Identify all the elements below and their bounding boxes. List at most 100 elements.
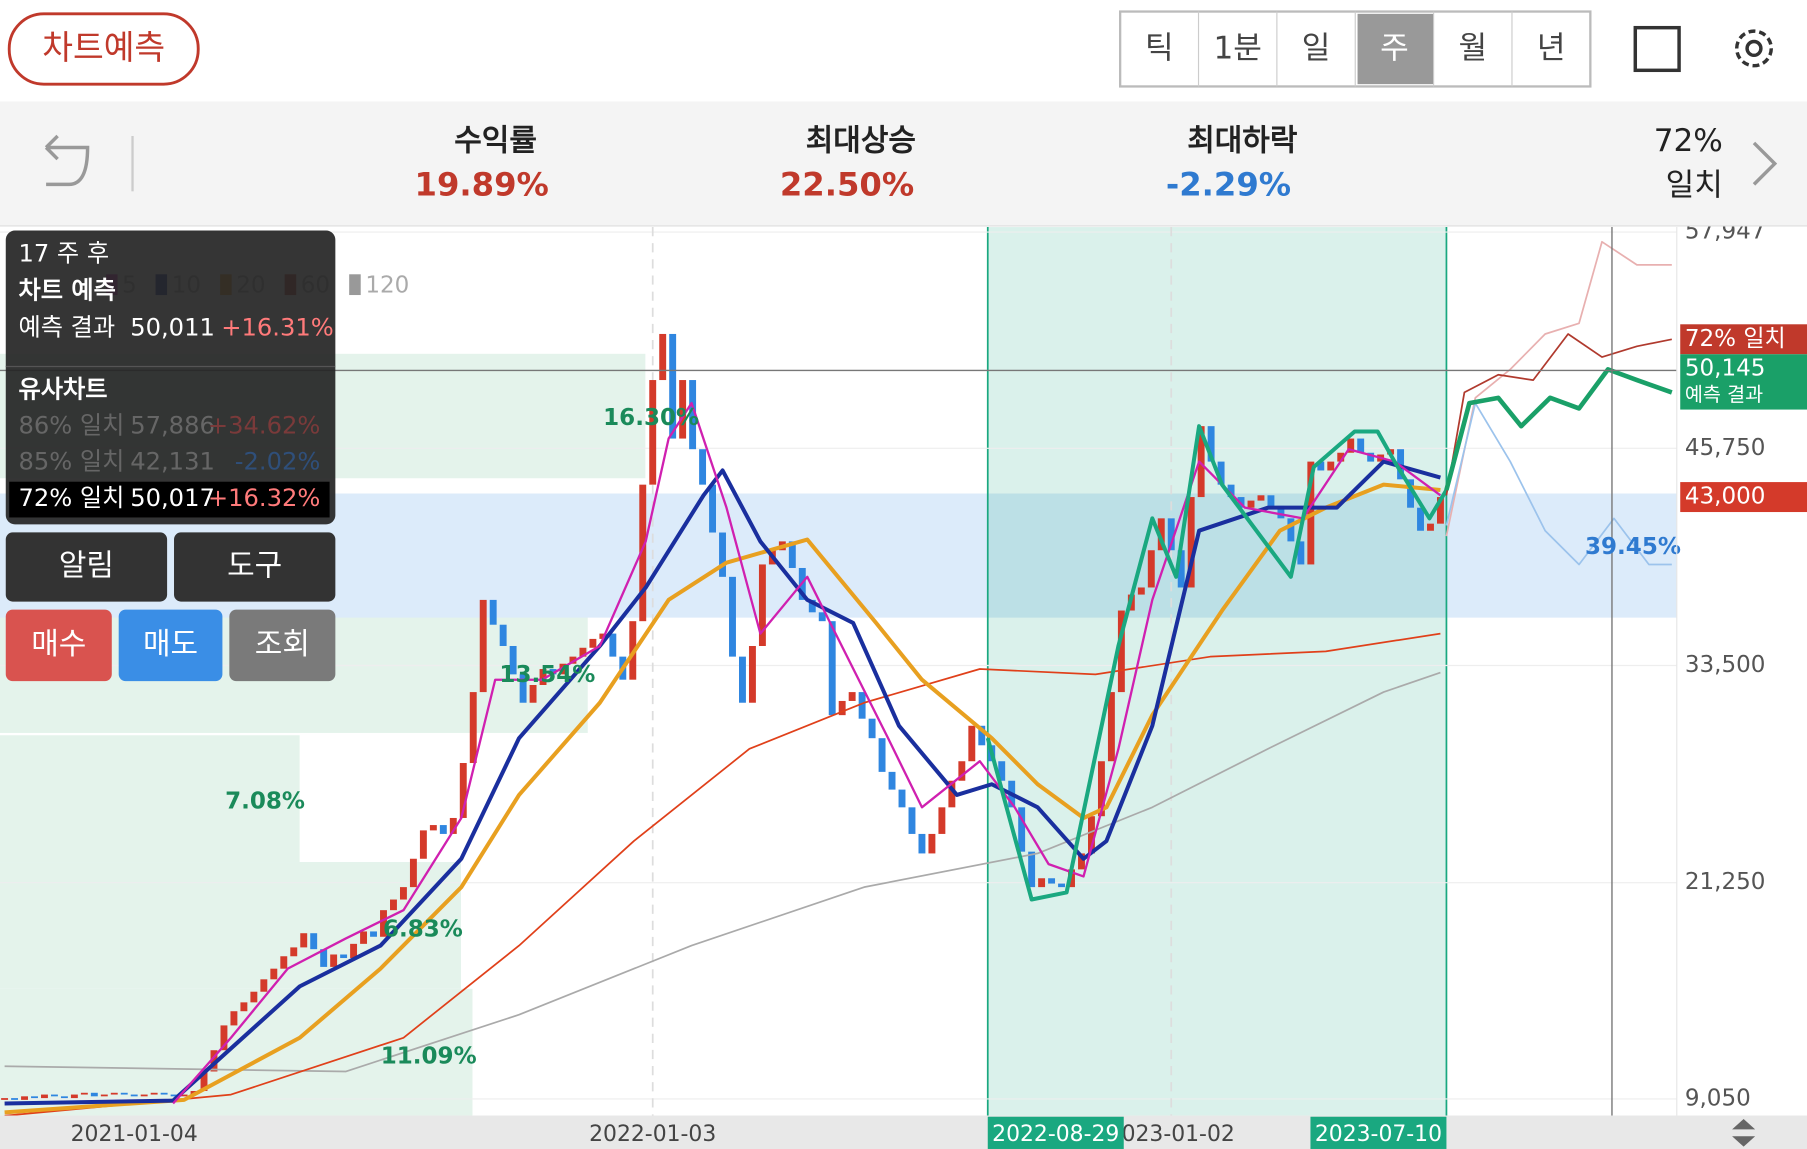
- line-series: [1445, 240, 1672, 537]
- candle: [419, 830, 427, 859]
- similar-label: 72% 일치: [18, 484, 124, 512]
- stat-label: 최대하락: [1187, 123, 1298, 158]
- candle: [449, 817, 457, 834]
- action-button-label[interactable]: 매도: [143, 627, 198, 662]
- candle: [649, 380, 657, 485]
- period-tab[interactable]: 년: [1537, 31, 1566, 67]
- candle: [60, 1096, 68, 1099]
- candle: [290, 947, 298, 957]
- pattern-return: 6.83%: [383, 917, 463, 943]
- candle: [918, 833, 926, 854]
- scroll-icon: [1732, 1119, 1756, 1147]
- y-tick-label: 21,250: [1685, 869, 1766, 895]
- price-tag-note: 예측 결과: [1685, 383, 1763, 406]
- similar-change: +16.32%: [208, 484, 321, 512]
- back-icon[interactable]: [44, 134, 90, 187]
- period-tab[interactable]: 월: [1458, 31, 1487, 67]
- candle: [1038, 878, 1046, 888]
- panel-selected-row: [9, 481, 330, 518]
- candle: [1157, 518, 1165, 551]
- candle: [110, 1092, 118, 1095]
- candle: [858, 692, 866, 719]
- candle: [260, 979, 268, 992]
- candle: [1217, 461, 1225, 485]
- candle: [1417, 507, 1424, 531]
- candle: [170, 1094, 178, 1097]
- pattern-return: 39.45%: [1585, 534, 1681, 560]
- candle: [1097, 761, 1105, 817]
- x-tick-label: 2022-01-03: [589, 1122, 716, 1147]
- action-button[interactable]: [5, 532, 168, 602]
- candle: [180, 1094, 188, 1097]
- candle: [200, 1071, 208, 1092]
- action-button-label[interactable]: 도구: [227, 549, 282, 584]
- candle: [360, 931, 368, 944]
- line-series: [4, 632, 1441, 1116]
- match-label: 일치: [1666, 168, 1723, 204]
- candle: [1187, 497, 1195, 588]
- candle: [210, 1050, 218, 1072]
- action-button-label[interactable]: 알림: [59, 549, 114, 584]
- predict-button-label[interactable]: 차트예측: [42, 28, 165, 67]
- candle: [350, 943, 358, 959]
- candle: [41, 1094, 48, 1099]
- candle: [120, 1092, 128, 1095]
- candle: [679, 380, 687, 439]
- price-tag-label: 72% 일치: [1685, 326, 1786, 352]
- period-tab[interactable]: 틱: [1145, 31, 1174, 67]
- candle: [390, 899, 397, 911]
- stat-label: 최대상승: [806, 123, 916, 158]
- panel-result-change: +16.31%: [221, 313, 333, 341]
- similar-change: -2.02%: [235, 448, 321, 476]
- candle: [729, 576, 736, 657]
- pattern-return: 7.08%: [225, 789, 305, 815]
- candle: [878, 738, 886, 772]
- similar-price: 42,131: [130, 448, 215, 476]
- candle: [888, 771, 896, 790]
- candle: [21, 1096, 28, 1100]
- settings-icon[interactable]: [1734, 29, 1774, 68]
- pattern-range: [987, 227, 1447, 1116]
- candle: [439, 825, 447, 834]
- candle: [230, 1011, 238, 1026]
- candle: [300, 933, 308, 948]
- pattern-zone: [0, 735, 300, 863]
- next-icon[interactable]: [1752, 141, 1778, 186]
- action-button[interactable]: [229, 609, 336, 682]
- candle: [330, 954, 338, 967]
- candle: [689, 380, 697, 450]
- action-button-label[interactable]: 매수: [31, 627, 86, 662]
- candle: [739, 656, 746, 703]
- candle: [1, 1098, 9, 1100]
- action-button[interactable]: [5, 609, 112, 682]
- period-tab[interactable]: 1분: [1213, 31, 1261, 67]
- period-tab[interactable]: 일: [1302, 31, 1331, 67]
- action-button[interactable]: [118, 609, 223, 682]
- pattern-return: 11.09%: [381, 1043, 477, 1069]
- predict-button[interactable]: [7, 12, 200, 86]
- candle: [310, 933, 318, 950]
- candle: [978, 725, 986, 746]
- action-button-label[interactable]: 조회: [255, 627, 310, 662]
- legend-label: 120: [365, 272, 409, 298]
- fullscreen-icon[interactable]: [1633, 25, 1681, 73]
- candle: [828, 621, 836, 716]
- candle: [868, 718, 876, 739]
- action-button[interactable]: [174, 532, 336, 602]
- candle: [1337, 452, 1345, 462]
- candle: [499, 624, 507, 646]
- stat-value: 22.50%: [780, 166, 914, 204]
- period-tab[interactable]: 주: [1380, 31, 1409, 67]
- panel-similar-title: 유사차트: [18, 376, 107, 404]
- candle: [90, 1092, 98, 1097]
- candle: [1287, 518, 1295, 542]
- candle: [669, 333, 677, 439]
- candle: [1227, 484, 1235, 498]
- candle: [469, 692, 477, 764]
- candle: [1207, 426, 1215, 462]
- candle: [1327, 461, 1335, 471]
- period-active: [1357, 13, 1434, 85]
- candle: [1177, 550, 1185, 588]
- y-tick-label: 9,050: [1685, 1085, 1751, 1111]
- stat-value: 19.89%: [415, 166, 549, 204]
